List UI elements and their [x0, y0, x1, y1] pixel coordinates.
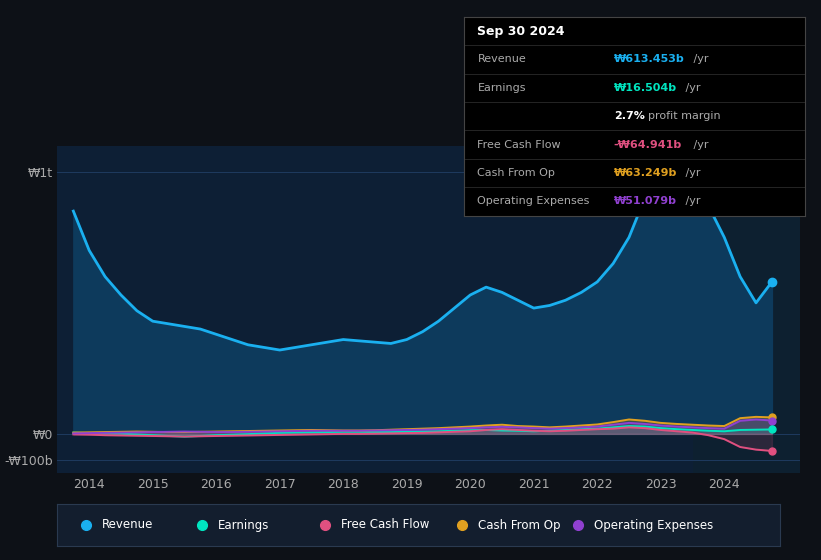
Text: Earnings: Earnings — [218, 519, 269, 531]
Text: ₩63.249b: ₩63.249b — [614, 168, 677, 178]
Text: Operating Expenses: Operating Expenses — [594, 519, 713, 531]
Text: Revenue: Revenue — [478, 54, 526, 64]
Text: Cash From Op: Cash From Op — [478, 168, 555, 178]
Text: /yr: /yr — [690, 139, 709, 150]
Text: ₩16.504b: ₩16.504b — [614, 83, 677, 93]
Text: /yr: /yr — [682, 168, 700, 178]
Text: Operating Expenses: Operating Expenses — [478, 197, 589, 207]
Text: Free Cash Flow: Free Cash Flow — [341, 519, 429, 531]
Text: /yr: /yr — [690, 54, 709, 64]
Text: ₩51.079b: ₩51.079b — [614, 197, 677, 207]
Text: -₩64.941b: -₩64.941b — [614, 139, 682, 150]
Text: Cash From Op: Cash From Op — [478, 519, 561, 531]
Text: profit margin: profit margin — [648, 111, 721, 121]
Text: Revenue: Revenue — [103, 519, 154, 531]
Text: ₩613.453b: ₩613.453b — [614, 54, 685, 64]
Text: 2.7%: 2.7% — [614, 111, 644, 121]
Text: Earnings: Earnings — [478, 83, 526, 93]
Bar — [693, 146, 819, 473]
Text: Free Cash Flow: Free Cash Flow — [478, 139, 561, 150]
Text: Sep 30 2024: Sep 30 2024 — [478, 25, 565, 38]
Text: /yr: /yr — [682, 83, 700, 93]
Text: /yr: /yr — [682, 197, 700, 207]
